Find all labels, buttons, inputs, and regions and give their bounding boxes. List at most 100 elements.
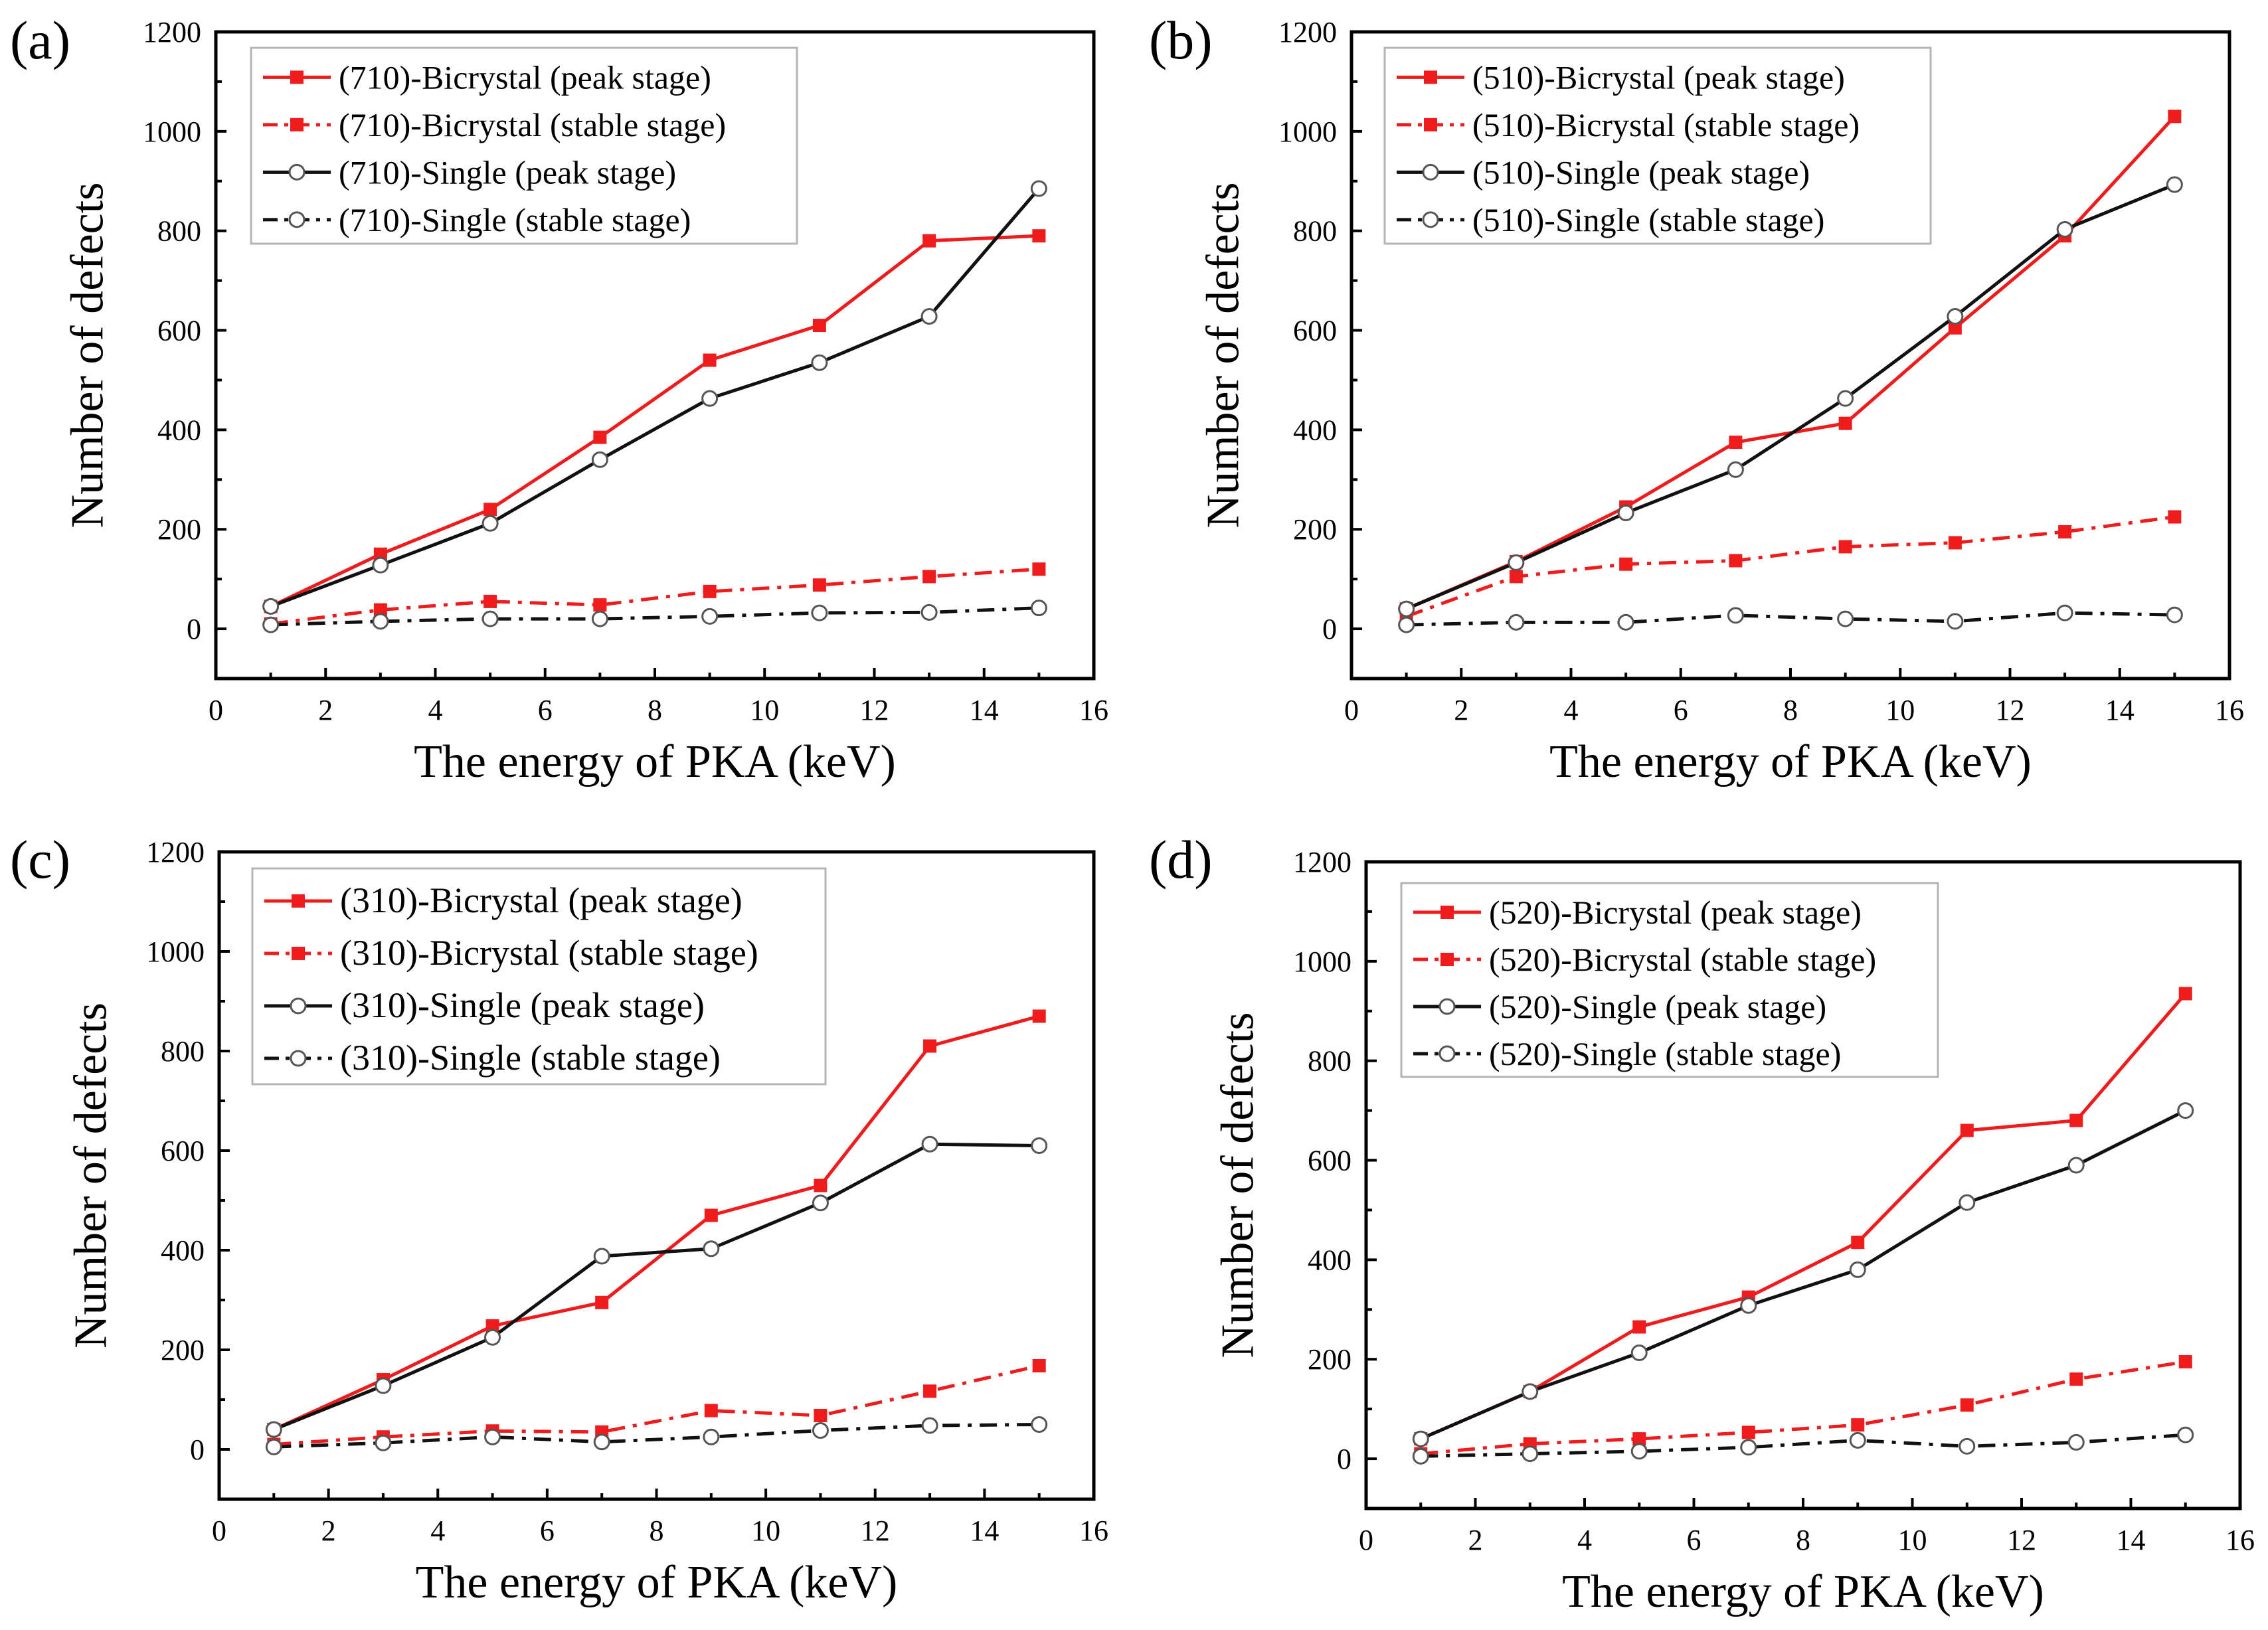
- x-tick-label: 14: [970, 1514, 999, 1547]
- legend-entry: (710)-Single (peak stage): [339, 153, 676, 191]
- y-tick-label: 400: [1293, 414, 1337, 446]
- y-tick-label: 1000: [1278, 116, 1337, 148]
- data-point-square: [1741, 1426, 1755, 1439]
- series-line: [270, 187, 1041, 608]
- series-1: [267, 1009, 1046, 1436]
- data-point-square: [814, 1179, 828, 1192]
- data-point-circle: [1031, 1416, 1048, 1433]
- y-tick-label: 1200: [1278, 16, 1337, 48]
- data-point-square: [1851, 1236, 1865, 1250]
- y-tick-label: 400: [157, 414, 201, 446]
- data-point-circle: [1412, 1430, 1429, 1447]
- x-tick-label: 10: [750, 694, 779, 726]
- legend-marker-square: [290, 118, 304, 131]
- data-point-circle: [2056, 604, 2073, 621]
- data-point-square: [704, 1208, 718, 1222]
- data-point-circle: [2067, 1433, 2085, 1451]
- data-point-square: [593, 598, 607, 612]
- series-4: [265, 1416, 1048, 1455]
- data-point-circle: [1412, 1447, 1429, 1465]
- x-tick-label: 2: [321, 1514, 336, 1547]
- data-point-circle: [1522, 1383, 1539, 1400]
- series-line: [1406, 611, 2175, 627]
- x-tick-label: 8: [648, 694, 662, 726]
- data-point-square: [485, 1319, 499, 1333]
- series-3: [262, 180, 1047, 615]
- data-point-circle: [1959, 1437, 1976, 1455]
- data-point-circle: [921, 1135, 938, 1153]
- legend-marker-square: [1424, 118, 1437, 131]
- data-point-circle: [1947, 308, 1964, 325]
- y-axis-title: Number of defects: [62, 183, 114, 529]
- x-tick-label: 12: [861, 1514, 890, 1547]
- data-point-square: [595, 1295, 609, 1309]
- y-axis-title: Number of defects: [1213, 1013, 1264, 1358]
- chart-panel-d: (d) 0 2 4 6 8 10 12 14 16 0 200 400 600 800 1000 1200 The…: [1149, 829, 2255, 1617]
- data-point-square: [1729, 436, 1743, 449]
- x-tick-label: 8: [1783, 694, 1798, 726]
- data-point-square: [923, 1039, 937, 1053]
- data-point-square: [1032, 1009, 1046, 1023]
- y-tick-label: 1200: [143, 16, 201, 48]
- data-point-circle: [1630, 1443, 1648, 1460]
- y-tick-label: 800: [1293, 215, 1337, 248]
- data-point-square: [2168, 510, 2182, 524]
- legend-entry: (310)-Bicrystal (peak stage): [340, 880, 742, 920]
- data-point-square: [1032, 562, 1046, 576]
- x-axis-title: The energy of PKA (keV): [416, 1557, 898, 1608]
- legend-entry: (310)-Single (stable stage): [340, 1038, 721, 1078]
- legend-entry: (710)-Single (stable stage): [339, 201, 691, 238]
- x-tick-label: 10: [751, 1514, 780, 1547]
- data-point-circle: [811, 604, 828, 621]
- legend-entry: (520)-Single (stable stage): [1489, 1035, 1841, 1072]
- chart-panel-a: (a) 0 2 4 6 8 10 12 14 16 0 200 400 600 800 1000 1200 The…: [10, 10, 1108, 787]
- x-tick-label: 0: [212, 1514, 226, 1547]
- legend-entry: (710)-Bicrystal (peak stage): [339, 58, 711, 96]
- data-point-circle: [372, 556, 389, 574]
- data-point-circle: [481, 515, 499, 532]
- series-line: [274, 1423, 1039, 1449]
- data-point-square: [922, 570, 936, 584]
- data-point-circle: [1740, 1297, 1757, 1314]
- legend-marker-square: [292, 946, 305, 960]
- data-point-square: [2168, 110, 2182, 123]
- legend-marker-square: [290, 70, 304, 84]
- data-point-square: [593, 430, 607, 444]
- data-point-circle: [1030, 180, 1047, 197]
- legend: (520)-Bicrystal (peak stage) (520)-Bicrys…: [1400, 882, 1939, 1078]
- data-point-circle: [265, 1421, 282, 1438]
- x-tick-label: 14: [2105, 694, 2135, 726]
- data-point-circle: [1617, 505, 1634, 522]
- x-tick-label: 6: [540, 1514, 555, 1547]
- legend-marker-circle: [1439, 998, 1456, 1015]
- y-tick-label: 600: [1308, 1145, 1352, 1177]
- series-3: [1398, 176, 2183, 617]
- data-point-circle: [703, 1240, 720, 1258]
- legend-marker-circle: [1422, 211, 1439, 228]
- y-tick-label: 0: [1322, 613, 1337, 645]
- data-point-square: [703, 584, 717, 598]
- series-4: [1412, 1426, 2194, 1465]
- data-point-circle: [372, 613, 389, 630]
- series-line: [273, 1142, 1039, 1431]
- x-tick-label: 2: [1468, 1524, 1483, 1556]
- data-point-square: [923, 1384, 937, 1398]
- data-point-circle: [1959, 1194, 1976, 1211]
- legend-entry: (310)-Single (peak stage): [340, 985, 705, 1025]
- data-point-circle: [2067, 1157, 2085, 1174]
- y-tick-label: 200: [161, 1334, 205, 1366]
- y-tick-label: 1200: [146, 836, 205, 868]
- x-tick-label: 8: [650, 1514, 664, 1547]
- data-point-circle: [484, 1329, 501, 1346]
- x-axis-title: The energy of PKA (keV): [1549, 736, 2032, 787]
- x-tick-label: 6: [538, 694, 553, 726]
- y-tick-label: 200: [1308, 1343, 1352, 1376]
- legend-marker-square: [1440, 906, 1454, 920]
- y-axis-title: Number of defects: [66, 1003, 117, 1348]
- data-point-square: [1851, 1418, 1865, 1432]
- data-point-square: [814, 1409, 828, 1422]
- series-line: [1405, 515, 2175, 618]
- data-point-circle: [920, 604, 938, 621]
- data-point-square: [2069, 1113, 2083, 1127]
